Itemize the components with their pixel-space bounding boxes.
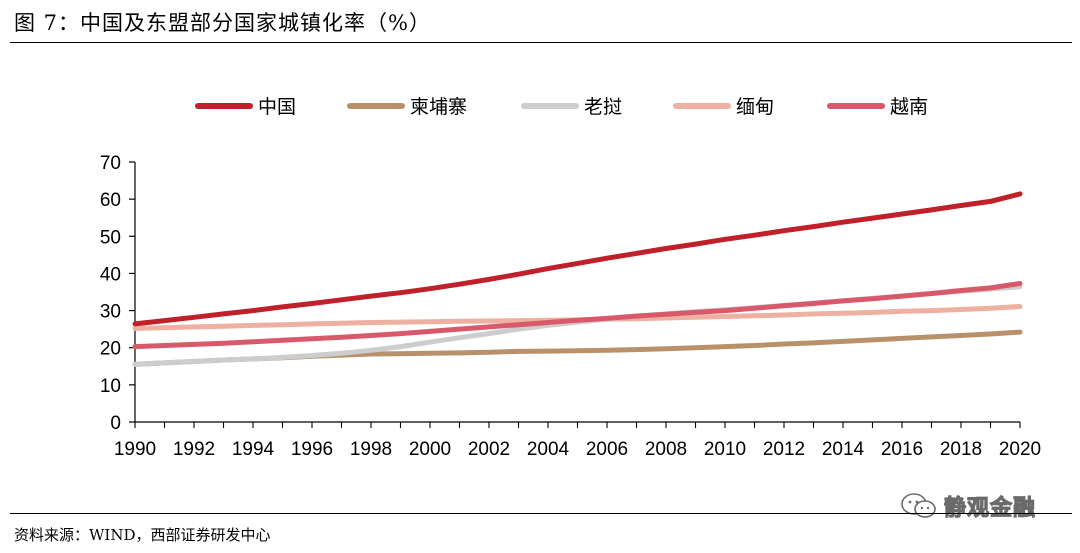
top-rule <box>10 42 1072 43</box>
watermark: 静观金融 <box>900 490 1036 522</box>
x-tick-label: 2006 <box>586 439 628 460</box>
x-tick-label: 2010 <box>704 439 746 460</box>
y-tick-label: 0 <box>110 413 121 434</box>
y-tick-label: 10 <box>100 376 121 397</box>
line-chart: 中国 柬埔寨 老挝 缅甸 越南 0 10 20 30 40 50 60 70 1990 1992 1994… <box>100 96 1041 460</box>
x-tick-label: 2004 <box>527 439 570 460</box>
legend-label: 缅甸 <box>736 96 774 118</box>
legend-label: 柬埔寨 <box>410 96 467 118</box>
series-line-越南 <box>132 281 1023 350</box>
x-tick-label: 2000 <box>409 439 451 460</box>
source-note: 资料来源：WIND，西部证券研发中心 <box>14 526 271 544</box>
x-tick-label: 2018 <box>940 439 982 460</box>
y-tick-label: 60 <box>100 190 121 211</box>
y-tick-label: 20 <box>100 339 121 360</box>
legend-label: 老挝 <box>584 96 622 118</box>
x-tick-label: 1994 <box>232 439 275 460</box>
y-tick-label: 40 <box>100 264 121 285</box>
x-axis: 1990 1992 1994 1996 1998 2000 2002 2004 2006 2008… <box>114 422 1041 460</box>
legend-label: 越南 <box>890 96 928 118</box>
x-tick-label: 1998 <box>350 439 392 460</box>
x-tick-label: 1990 <box>114 439 156 460</box>
x-tick-label: 1996 <box>291 439 333 460</box>
y-tick-label: 50 <box>100 227 121 248</box>
series-lines <box>132 191 1023 367</box>
series-line-中国 <box>132 191 1023 327</box>
x-tick-label: 2002 <box>468 439 510 460</box>
x-tick-label: 2020 <box>999 439 1041 460</box>
x-tick-label: 2008 <box>645 439 687 460</box>
x-tick-label: 2012 <box>763 439 805 460</box>
y-axis: 0 10 20 30 40 50 60 70 <box>100 153 135 434</box>
y-tick-label: 30 <box>100 302 121 323</box>
x-tick-label: 2016 <box>881 439 923 460</box>
y-tick-label: 70 <box>100 153 121 174</box>
legend-label: 中国 <box>258 96 296 118</box>
watermark-text: 静观金融 <box>943 496 1037 522</box>
bottom-rule <box>10 513 1072 514</box>
legend: 中国 柬埔寨 老挝 缅甸 越南 <box>195 96 928 118</box>
x-tick-label: 2014 <box>822 439 865 460</box>
x-tick-label: 1992 <box>173 439 215 460</box>
wechat-icon <box>901 493 936 518</box>
plot-area <box>134 162 1020 423</box>
figure-title: 图 7：中国及东盟部分国家城镇化率（%） <box>14 11 431 35</box>
